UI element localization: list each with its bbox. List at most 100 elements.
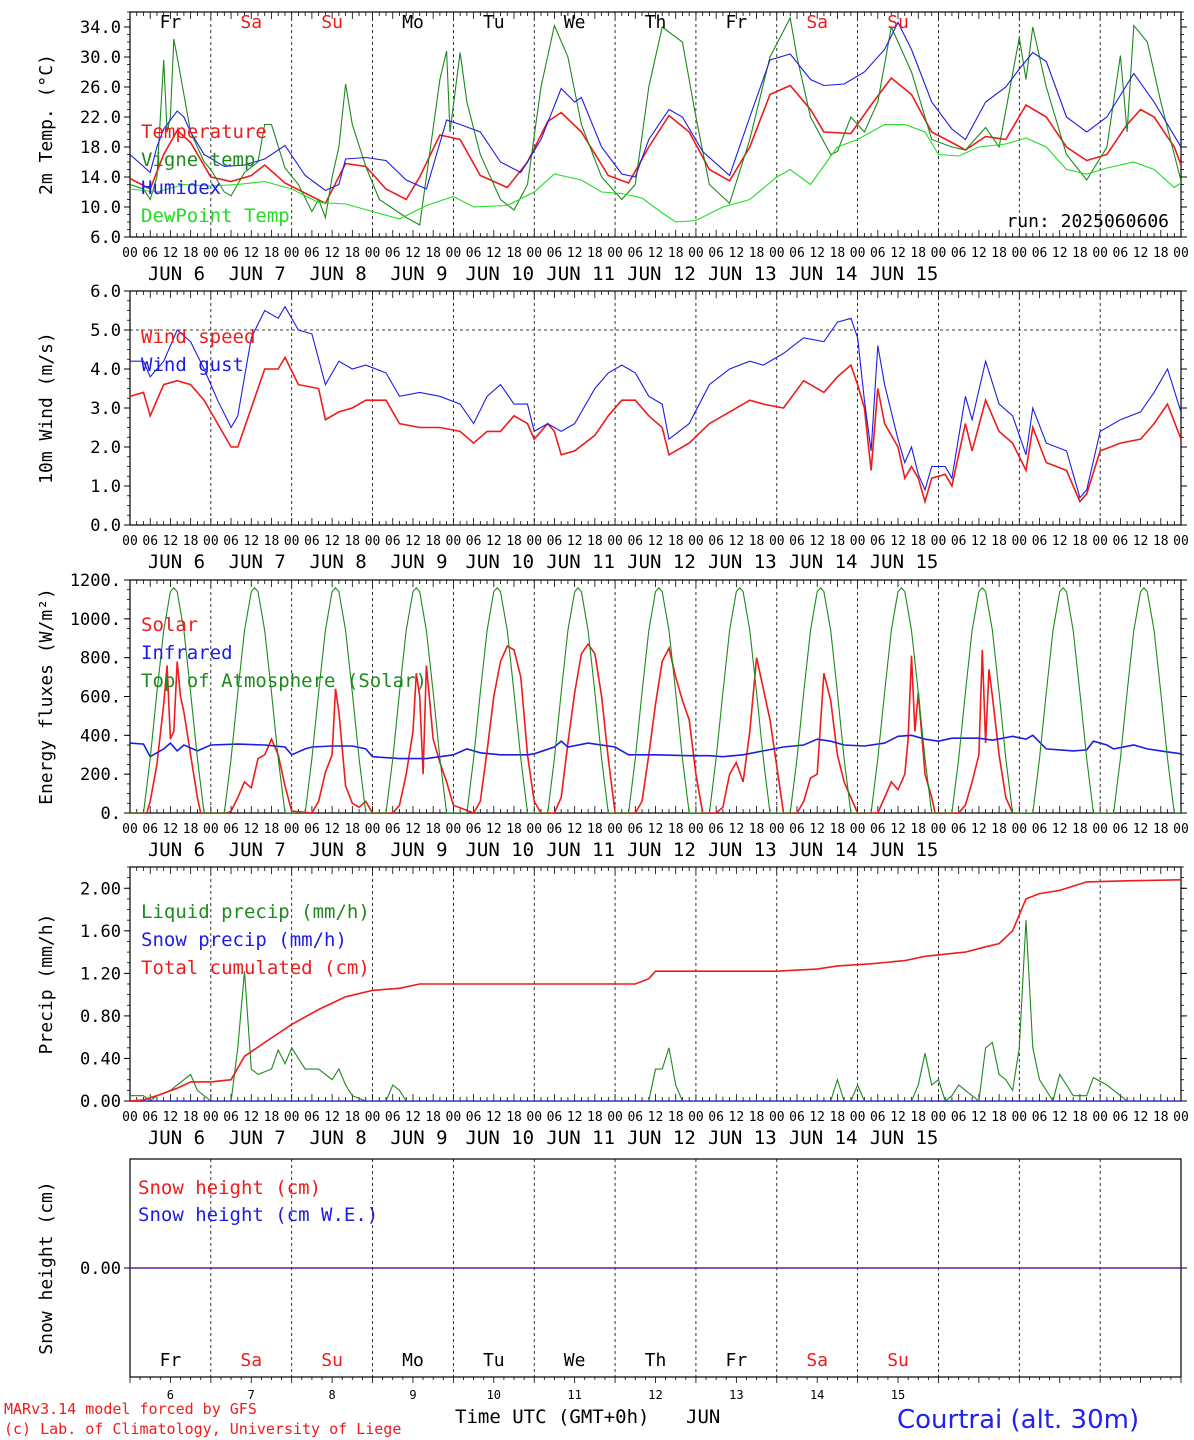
series-line-green bbox=[130, 16, 1181, 226]
weekday-label: Sa bbox=[240, 1350, 262, 1371]
hour-label: 18 bbox=[425, 822, 441, 837]
hour-label: 18 bbox=[506, 1110, 522, 1125]
hour-label: 06 bbox=[547, 534, 563, 549]
weekday-label: Fr bbox=[160, 12, 182, 33]
hour-label: 06 bbox=[951, 1110, 967, 1125]
hour-label: 00 bbox=[526, 822, 542, 837]
hour-label: 06 bbox=[708, 822, 724, 837]
panel-5: 0.00 Snow height (cm) Snow height (cm) Snow… bbox=[36, 1158, 1187, 1402]
hour-label: 00 bbox=[365, 246, 381, 261]
weekday-label: Su bbox=[321, 1350, 343, 1371]
hour-label: 12 bbox=[405, 534, 421, 549]
hour-label: 06 bbox=[223, 534, 239, 549]
hour-label: 18 bbox=[183, 1110, 199, 1125]
hour-label: 00 bbox=[203, 246, 219, 261]
hour-label: 12 bbox=[1133, 534, 1149, 549]
weekday-label: Th bbox=[645, 1350, 667, 1371]
hour-label: 12 bbox=[405, 246, 421, 261]
hour-label: 00 bbox=[1092, 246, 1108, 261]
x-axis-label: Time UTC (GMT+0h) bbox=[455, 1406, 649, 1428]
hour-label: 00 bbox=[1173, 822, 1189, 837]
hour-label: 06 bbox=[1032, 822, 1048, 837]
hour-label: 12 bbox=[729, 246, 745, 261]
hour-label: 00 bbox=[931, 1110, 947, 1125]
hour-label: 00 bbox=[769, 822, 785, 837]
weekday-label: Sa bbox=[806, 12, 828, 33]
series-line-blue bbox=[130, 305, 1181, 499]
hour-label: 12 bbox=[971, 822, 987, 837]
hour-label: 06 bbox=[142, 534, 158, 549]
hour-label: 06 bbox=[789, 534, 805, 549]
date-label: JUN 12 bbox=[627, 839, 696, 861]
hour-label: 12 bbox=[163, 1110, 179, 1125]
hour-label: 12 bbox=[1133, 1110, 1149, 1125]
series-line-red bbox=[130, 879, 1181, 1101]
date-label: JUN 8 bbox=[310, 551, 367, 573]
hour-label: 12 bbox=[971, 534, 987, 549]
weekday-label: Tu bbox=[483, 1350, 505, 1371]
weekday-label: Su bbox=[887, 1350, 909, 1371]
copyright-credit: (c) Lab. of Climatology, University of L… bbox=[4, 1420, 401, 1438]
hour-label: 00 bbox=[446, 534, 462, 549]
hour-label: 18 bbox=[991, 246, 1007, 261]
date-label: JUN 13 bbox=[708, 839, 777, 861]
hour-label: 12 bbox=[405, 822, 421, 837]
hour-label: 18 bbox=[830, 822, 846, 837]
date-label: JUN 8 bbox=[310, 839, 367, 861]
date-label: JUN 13 bbox=[708, 263, 777, 285]
hour-label: 18 bbox=[668, 1110, 684, 1125]
date-label: JUN 9 bbox=[390, 1127, 447, 1149]
hour-label: 18 bbox=[830, 246, 846, 261]
hour-label: 06 bbox=[304, 1110, 320, 1125]
plot-frame bbox=[129, 290, 1182, 526]
hour-label: 18 bbox=[830, 534, 846, 549]
hour-label: 18 bbox=[668, 246, 684, 261]
hour-label: 00 bbox=[607, 822, 623, 837]
hour-label: 18 bbox=[264, 534, 280, 549]
hour-label: 00 bbox=[607, 246, 623, 261]
hour-label: 00 bbox=[122, 1110, 138, 1125]
date-label: JUN 11 bbox=[546, 1127, 615, 1149]
hour-label: 06 bbox=[1032, 246, 1048, 261]
weekday-label: Fr bbox=[160, 1350, 182, 1371]
hour-label: 06 bbox=[385, 822, 401, 837]
date-label: JUN 7 bbox=[229, 1127, 286, 1149]
hour-label: 06 bbox=[789, 822, 805, 837]
date-label: JUN 12 bbox=[627, 1127, 696, 1149]
hour-label: 00 bbox=[365, 534, 381, 549]
date-label: JUN 6 bbox=[148, 551, 205, 573]
hour-label: 06 bbox=[223, 246, 239, 261]
hour-label: 06 bbox=[385, 246, 401, 261]
hour-label: 18 bbox=[183, 246, 199, 261]
day-number: 10 bbox=[487, 1388, 501, 1402]
hour-label: 18 bbox=[344, 534, 360, 549]
hour-label: 12 bbox=[324, 246, 340, 261]
hour-label: 06 bbox=[466, 534, 482, 549]
weekday-label: Fr bbox=[726, 1350, 748, 1371]
hour-label: 12 bbox=[567, 1110, 583, 1125]
hour-label: 00 bbox=[1011, 822, 1027, 837]
date-label: JUN 11 bbox=[546, 551, 615, 573]
y-tick-label: 4.0 bbox=[90, 360, 121, 380]
legend-entry: Solar bbox=[141, 614, 198, 636]
hour-label: 18 bbox=[1153, 246, 1169, 261]
hour-label: 06 bbox=[870, 822, 886, 837]
y-tick-label: 1.0 bbox=[90, 477, 121, 497]
hour-label: 18 bbox=[587, 1110, 603, 1125]
weekday-label: Fr bbox=[726, 12, 748, 33]
hour-label: 18 bbox=[587, 246, 603, 261]
hour-label: 00 bbox=[284, 246, 300, 261]
date-label: JUN 13 bbox=[708, 551, 777, 573]
y-axis-label: 10m Wind (m/s) bbox=[36, 332, 57, 484]
hour-label: 00 bbox=[850, 534, 866, 549]
hour-label: 00 bbox=[850, 246, 866, 261]
hour-label: 12 bbox=[809, 1110, 825, 1125]
weekday-label: Sa bbox=[240, 12, 262, 33]
date-label: JUN 15 bbox=[870, 551, 939, 573]
weekday-label: We bbox=[564, 12, 586, 33]
date-label: JUN 6 bbox=[148, 839, 205, 861]
weekday-label: Tu bbox=[483, 12, 505, 33]
date-label: JUN 7 bbox=[229, 551, 286, 573]
legend-entry: Total cumulated (cm) bbox=[141, 957, 370, 979]
hour-label: 18 bbox=[344, 1110, 360, 1125]
